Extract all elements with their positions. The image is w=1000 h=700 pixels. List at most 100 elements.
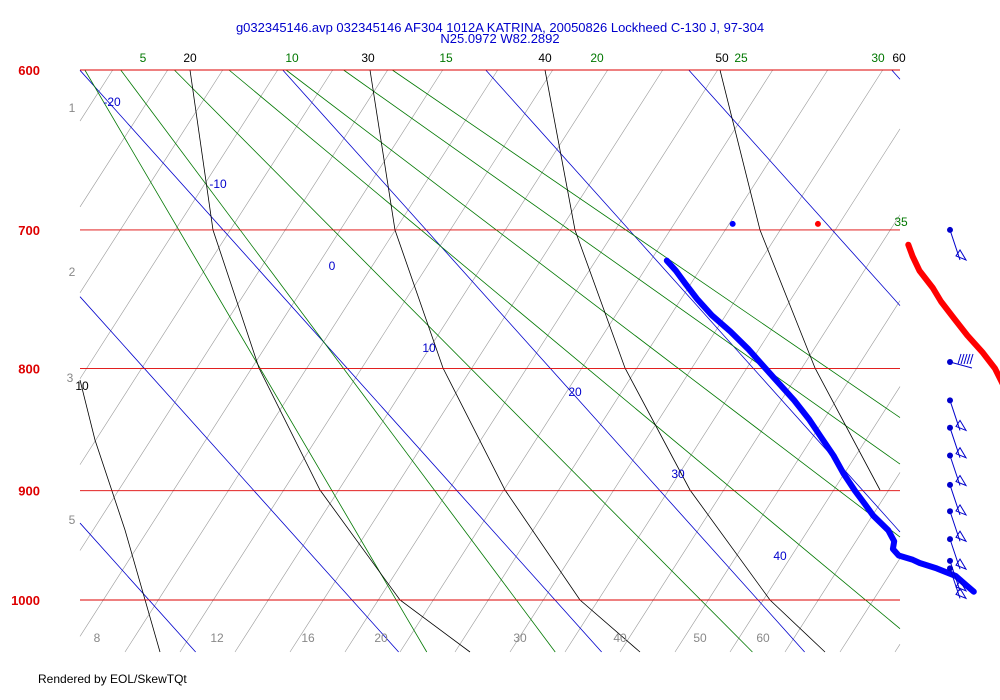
dry-adiabat-label: 40 <box>538 51 552 65</box>
title-line-2: N25.0972 W82.2892 <box>440 31 559 46</box>
moist-adiabat-line <box>784 472 901 653</box>
wind-barb-shaft <box>949 455 961 486</box>
temperature-isolated-point <box>814 220 821 227</box>
moist-adiabat-line <box>674 300 901 653</box>
moist-adiabat-line <box>454 69 828 653</box>
wind-barb <box>947 226 968 261</box>
mixing-ratio-label: 5 <box>140 51 147 65</box>
wind-barb-pennant <box>955 249 968 261</box>
moist-adiabat-line <box>79 69 278 379</box>
pressure-tick-label: 900 <box>18 484 40 499</box>
isotherm-line <box>688 69 901 306</box>
title-line-1: g032345146.avp 032345146 AF304 1012A KAT… <box>236 20 764 35</box>
height-label: 2 <box>69 265 76 279</box>
wind-barb-tick <box>957 353 962 365</box>
pressure-tick-label: 800 <box>18 361 40 376</box>
temperature-profile-line <box>905 241 1000 386</box>
moist-adiabat-line <box>344 69 718 653</box>
wind-barb-shaft <box>949 484 961 516</box>
wind-barb-pennant <box>955 474 968 487</box>
isotherm-label: 30 <box>671 467 685 481</box>
moist-adiabat-line <box>564 128 901 653</box>
wind-barb <box>947 397 968 432</box>
moist-adiabat-line <box>124 69 498 653</box>
wind-barb <box>947 565 968 600</box>
isotherm-label: 10 <box>422 341 436 355</box>
wind-barb-tick <box>960 353 965 365</box>
pressure-tick-label: 1000 <box>11 593 40 608</box>
dry-adiabat-label: 20 <box>183 51 197 65</box>
dewpoint-isolated-point <box>729 220 736 227</box>
isotherm-line <box>79 70 602 653</box>
isotherm-label: -10 <box>209 177 227 191</box>
mixing-ratio-label: 10 <box>285 51 299 65</box>
bottom-temperature-label: 12 <box>210 631 224 645</box>
dry-adiabat-label: 30 <box>361 51 375 65</box>
wind-barb-tick <box>963 353 968 365</box>
profile-layer <box>663 220 1000 595</box>
dry-adiabat-label: 50 <box>715 51 729 65</box>
bottom-temperature-label: 40 <box>613 631 627 645</box>
wind-barb-shaft <box>949 427 961 458</box>
isotherm-line <box>79 522 196 653</box>
bottom-temperature-label: 16 <box>301 631 315 645</box>
moist-adiabat-line <box>179 69 553 653</box>
isotherm-line <box>79 296 399 653</box>
moist-adiabat-line <box>234 69 608 653</box>
height-label: 5 <box>69 513 76 527</box>
wind-barb <box>947 508 968 543</box>
mixing-ratio-line <box>120 69 556 653</box>
wind-barb-station <box>947 508 953 515</box>
isotherm-label: 0 <box>329 259 336 273</box>
wind-barb <box>947 481 968 516</box>
wind-barb-pennant <box>955 419 968 432</box>
isotherm-label: -20 <box>103 95 121 109</box>
moist-adiabat-line <box>894 644 901 653</box>
wind-barb <box>947 424 968 459</box>
moist-adiabat-line <box>399 69 773 653</box>
wind-barb <box>947 536 968 571</box>
bottom-temperature-label: 30 <box>513 631 527 645</box>
wind-barb-shaft <box>949 229 961 261</box>
moist-adiabat-line <box>729 386 901 653</box>
mixing-ratio-label: 25 <box>734 51 748 65</box>
dry-adiabat-line <box>189 69 471 653</box>
mixing-ratio-line <box>285 69 901 538</box>
isotherm-label: 20 <box>568 385 582 399</box>
dry-adiabat-label: 10 <box>75 379 89 393</box>
wind-barb-shaft <box>949 361 973 369</box>
moist-adiabat-line <box>79 69 168 208</box>
moist-adiabat-line <box>839 558 901 653</box>
moist-adiabat-line <box>79 69 388 551</box>
grid-layer <box>79 69 901 653</box>
wind-barb <box>947 452 968 487</box>
dry-adiabat-line <box>544 69 826 653</box>
wind-barb <box>947 353 974 369</box>
moist-adiabat-line <box>289 69 663 653</box>
wind-barb-pennant <box>955 587 968 600</box>
wind-barb-shaft <box>949 511 961 542</box>
dry-adiabat-line <box>79 379 161 653</box>
mixing-ratio-line <box>392 69 901 418</box>
moist-adiabat-line <box>79 69 333 465</box>
isotherm-line <box>891 69 901 80</box>
wind-barb-shaft <box>949 400 961 431</box>
bottom-temperature-label: 60 <box>756 631 770 645</box>
pressure-tick-label: 700 <box>18 223 40 238</box>
mixing-ratio-label: 35 <box>894 215 908 229</box>
wind-barb-pennant <box>955 503 968 516</box>
chart-title: g032345146.avp 032345146 AF304 1012A KAT… <box>236 20 764 46</box>
dry-adiabat-line <box>719 69 881 491</box>
mixing-ratio-line <box>84 69 428 653</box>
isotherm-label: 40 <box>773 549 787 563</box>
wind-barb-pennant <box>955 579 968 592</box>
bottom-temperature-label: 50 <box>693 631 707 645</box>
moist-adiabat-line <box>509 69 883 653</box>
isotherm-line <box>282 69 805 653</box>
mixing-ratio-label: 20 <box>590 51 604 65</box>
mixing-ratio-line <box>228 69 901 630</box>
footer-credit: Rendered by EOL/SkewTQt <box>38 672 187 686</box>
moist-adiabat-line <box>79 69 443 637</box>
bottom-temperature-label: 8 <box>94 631 101 645</box>
